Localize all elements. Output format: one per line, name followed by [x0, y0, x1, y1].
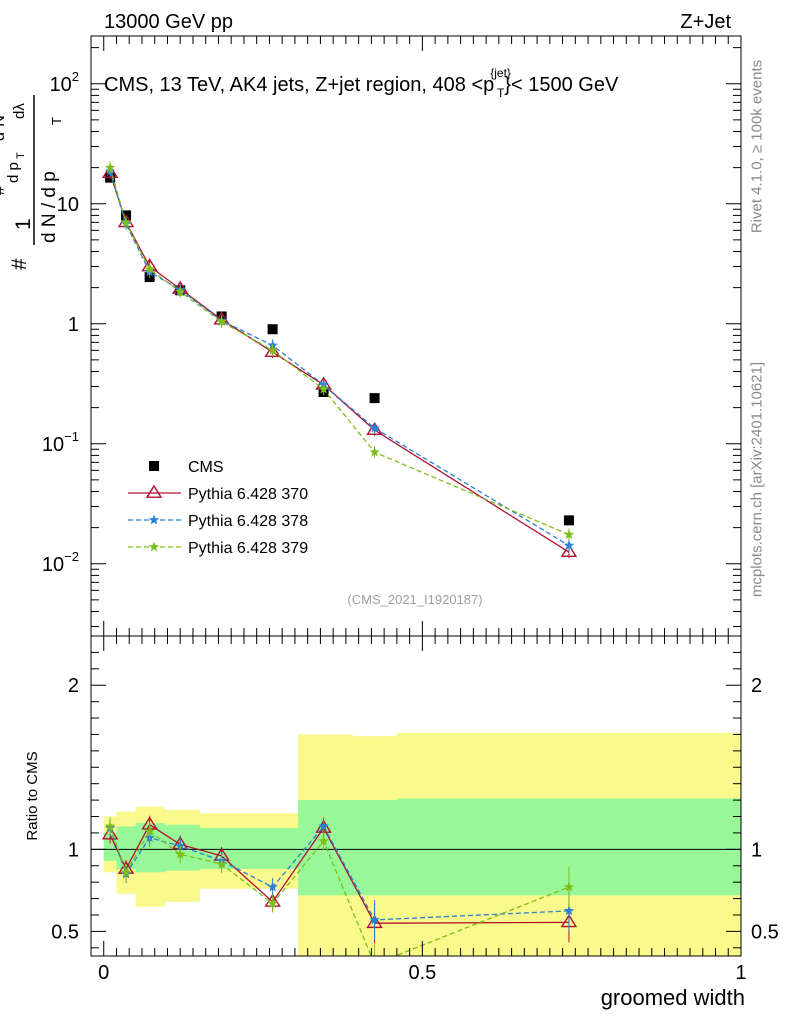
- ratio-y-tick-labels: 0.5 0.5 1 1 2 2: [51, 675, 779, 943]
- main-point-pythia-6-428-379: [120, 217, 132, 228]
- main-series-pythia-6-428-379: [104, 161, 575, 541]
- mcplots-source-label: mcplots.cern.ch [arXiv:2401.10621]: [748, 361, 766, 598]
- svg-text:1: 1: [12, 218, 35, 230]
- main-y-tick-labels: 10−2 10−1 1 10 102: [42, 69, 79, 576]
- legend-label: Pythia 6.428 378: [188, 513, 308, 530]
- ratio-ylabel: Ratio to CMS: [24, 751, 41, 840]
- ratio-point-pythia-6-428-379: [120, 866, 132, 877]
- main-y-tick-label: 10−2: [42, 549, 79, 576]
- legend-marker: [148, 514, 160, 525]
- legend-marker: [145, 484, 163, 498]
- plot-title: CMS, 13 TeV, AK4 jets, Z+jet region, 408…: [104, 66, 619, 100]
- main-point-pythia-6-428-379: [318, 383, 329, 394]
- main-point-cms: [563, 515, 574, 526]
- svg-text:T: T: [49, 117, 64, 125]
- main-panel: 10−2 10−1 1 10 102 CMS, 13 TeV, AK4 jets, Z+…: [42, 35, 742, 637]
- main-axis-ticks: [91, 36, 742, 636]
- ratio-point-pythia-6-428-379: [369, 959, 379, 969]
- svg-text:#: #: [0, 186, 8, 195]
- ratio-point-pythia-6-428-378: [267, 881, 278, 892]
- svg-text:dλ: dλ: [11, 103, 28, 119]
- svg-text:#: #: [8, 258, 31, 270]
- rivet-version-label: Rivet 4.1.0, ≥ 100k events: [748, 59, 766, 234]
- main-point-cms: [267, 324, 278, 335]
- ratio-point-pythia-6-428-379: [104, 820, 116, 831]
- ratio-point-pythia-6-428-379: [174, 848, 186, 859]
- x-tick-label: 0: [98, 962, 109, 984]
- ratio-y-tick-label-right: 1: [751, 839, 762, 861]
- main-y-tick-label: 1: [68, 314, 79, 336]
- svg-text:d²N: d²N: [0, 115, 8, 141]
- ratio-y-tick-label: 1: [68, 839, 79, 861]
- main-point-pythia-6-428-379: [369, 446, 380, 457]
- main-line-pythia-6-428-370: [109, 172, 570, 553]
- ratio-point-pythia-6-428-379: [318, 835, 329, 846]
- x-axis-label: groomed width: [601, 985, 745, 1010]
- main-series-cms: [105, 172, 574, 526]
- legend-marker: [149, 461, 159, 471]
- legend-label: CMS: [188, 459, 224, 476]
- legend: CMS Pythia 6.428 370 Pythia 6.428 378 Pythi…: [128, 459, 308, 557]
- main-series: [101, 161, 578, 559]
- ratio-point-pythia-6-428-379: [563, 881, 575, 892]
- header-left: 13000 GeV pp: [104, 11, 233, 33]
- ratio-green-band: [298, 800, 353, 896]
- main-point-pythia-6-428-370: [366, 421, 383, 435]
- main-point-pythia-6-428-379: [104, 162, 116, 173]
- ratio-point-pythia-6-428-379: [267, 897, 278, 908]
- ratio-point-pythia-6-428-378: [369, 914, 380, 925]
- ratio-green-band: [352, 800, 398, 896]
- main-ylabel: # 1 d N / d p T # d p T d²N dλ: [0, 95, 64, 270]
- legend-marker: [148, 541, 160, 552]
- legend-label: Pythia 6.428 370: [188, 486, 308, 503]
- ratio-point-pythia-6-428-379: [144, 825, 155, 836]
- main-point-pythia-6-428-379: [563, 529, 575, 540]
- x-tick-label: 0.5: [408, 962, 436, 984]
- main-series-pythia-6-428-370: [101, 164, 578, 559]
- main-point-pythia-6-428-379: [144, 263, 155, 274]
- svg-text:d N / d p: d N / d p: [39, 171, 60, 243]
- ratio-frame: [90, 635, 742, 957]
- main-point-pythia-6-428-378: [369, 422, 380, 433]
- main-point-cms: [369, 393, 380, 404]
- ratio-point-pythia-6-428-370: [101, 826, 119, 840]
- main-line-pythia-6-428-378: [109, 171, 570, 547]
- svg-text:T: T: [15, 152, 27, 159]
- ratio-panel: 0.5 0.51 12 2 0 0.5 1 Ratio to CMS groomed wi…: [24, 635, 779, 1010]
- legend-label: Pythia 6.428 379: [188, 540, 308, 557]
- main-point-pythia-6-428-379: [216, 316, 227, 327]
- main-point-pythia-6-428-370: [560, 543, 578, 558]
- x-tick-label: 1: [735, 962, 746, 984]
- ratio-y-tick-label: 0.5: [51, 921, 79, 943]
- ratio-series-pythia-6-428-379: [104, 817, 575, 969]
- main-y-tick-label: 10: [57, 194, 79, 216]
- ratio-axis-ticks: [91, 635, 742, 956]
- ratio-y-tick-label-right: 2: [751, 675, 762, 697]
- ratio-series: [101, 815, 578, 969]
- main-line-pythia-6-428-379: [109, 167, 570, 536]
- main-point-pythia-6-428-378: [563, 539, 575, 550]
- ratio-point-pythia-6-428-379: [216, 858, 227, 869]
- main-y-tick-label: 102: [50, 69, 79, 96]
- x-tick-labels: 0 0.5 1: [98, 962, 746, 984]
- ratio-green-band: [243, 828, 299, 870]
- main-point-pythia-6-428-379: [174, 286, 186, 297]
- ratio-point-pythia-6-428-378: [563, 905, 575, 916]
- main-point-pythia-6-428-379: [267, 344, 278, 355]
- ratio-y-tick-label-right: 0.5: [751, 921, 779, 943]
- analysis-watermark: (CMS_2021_I1920187): [347, 592, 482, 607]
- ratio-y-tick-label: 2: [68, 675, 79, 697]
- header-right: Z+Jet: [680, 11, 731, 33]
- ratio-point-pythia-6-428-378: [318, 820, 329, 831]
- svg-text:d p: d p: [5, 162, 22, 183]
- main-y-tick-label: 10−1: [42, 429, 79, 456]
